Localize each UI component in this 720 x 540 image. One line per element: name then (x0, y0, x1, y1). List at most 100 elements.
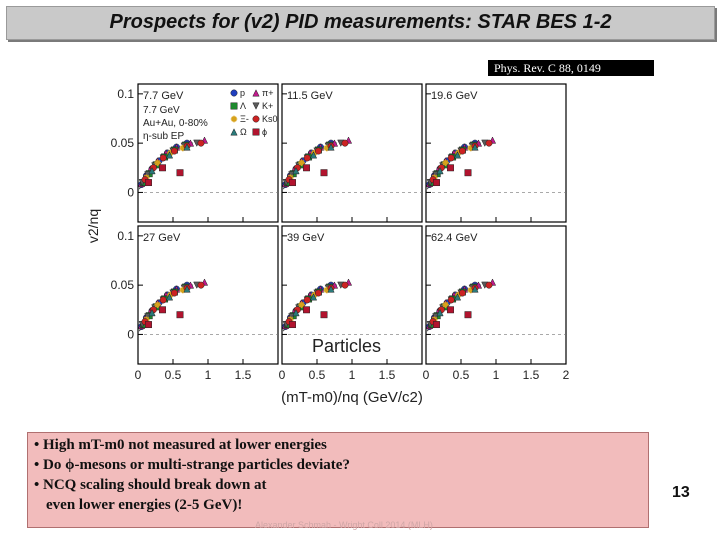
data-point-Ξ- (323, 286, 330, 294)
panel-energy-label: 27 GeV (143, 232, 181, 244)
legend-entry: p (240, 88, 245, 98)
panel-frame (425, 83, 567, 223)
data-point-Ks0 (458, 289, 466, 297)
legend-marker (252, 115, 260, 123)
data-point-Ks0 (458, 147, 466, 155)
slide-title: Prospects for (v2) PID measurements: STA… (109, 11, 612, 33)
data-point-Ω (148, 166, 156, 175)
data-point-ϕ (433, 179, 440, 187)
x-tick-label: 1 (349, 368, 356, 382)
data-point-Ω (165, 293, 174, 301)
data-point-Ω (148, 308, 156, 317)
title-bar: Prospects for (v2) PID measurements: STA… (6, 6, 715, 40)
data-point-Ks0 (314, 147, 322, 155)
legend-marker (230, 102, 238, 110)
data-point-ϕ (464, 169, 472, 177)
data-point-Ω (183, 285, 191, 293)
data-point-ϕ (447, 306, 454, 314)
x-tick-label: 0.5 (165, 368, 182, 382)
legend-marker (252, 128, 260, 136)
bullet-3: • NCQ scaling should break down at (34, 477, 267, 493)
x-tick-label: 0.5 (309, 368, 326, 382)
panel-energy-label: 62.4 GeV (431, 232, 478, 244)
data-point-Ks0 (341, 139, 349, 147)
data-point-Ξ- (467, 286, 474, 294)
data-point-Ξ- (154, 159, 161, 167)
data-point-ϕ (289, 179, 296, 187)
data-point-Ks0 (303, 296, 311, 304)
legend-marker (252, 89, 260, 97)
y-tick-label: 0.1 (117, 229, 134, 243)
x-tick-label: 0 (423, 368, 430, 382)
data-point-Ks0 (303, 154, 311, 162)
data-point-Ξ- (442, 159, 449, 167)
data-point-Ks0 (159, 296, 167, 304)
legend-entry: Λ (240, 101, 246, 111)
data-point-Ω (292, 166, 300, 175)
data-point-ϕ (303, 164, 310, 172)
bullet-1: • High mT-m0 not measured at lower energ… (34, 437, 327, 453)
panel-energy-label: 19.6 GeV (431, 90, 478, 102)
data-point-Ξ- (298, 159, 305, 167)
v2-nq-chart: v2/nq 7.7 GeV 0 0.05 0.1 7.7 GeV Au+Au, 0-80% η… (85, 83, 570, 406)
data-point-Ks0 (447, 296, 455, 304)
panel-6 (425, 225, 567, 365)
data-point-Ξ- (467, 144, 474, 152)
legend-entry: K+ (262, 101, 273, 111)
data-point-Ω (471, 143, 479, 151)
y-tick-label: 0 (127, 327, 134, 341)
data-point-ϕ (176, 169, 184, 177)
data-point-Ω (165, 151, 174, 159)
panel-2 (281, 83, 423, 223)
legend-info: Au+Au, 0-80% (143, 118, 208, 129)
data-point-Ω (309, 151, 318, 159)
data-point-ϕ (320, 311, 328, 319)
data-point-Ks0 (314, 289, 322, 297)
data-point-ϕ (433, 321, 440, 329)
data-point-Ξ- (179, 144, 186, 152)
panel-frame (281, 225, 423, 365)
data-point-Ks0 (447, 154, 455, 162)
data-point-Ω (309, 293, 318, 301)
data-point-Ω (471, 285, 479, 293)
legend-marker (230, 115, 238, 123)
legend-entry: Ξ- (240, 114, 249, 124)
data-point-Ξ- (442, 301, 449, 309)
panel-energy-label: 7.7 GeV (143, 90, 184, 102)
x-tick-label: 0.5 (453, 368, 470, 382)
x-tick-label: 1 (205, 368, 212, 382)
data-point-ϕ (159, 164, 166, 172)
data-point-ϕ (289, 321, 296, 329)
data-point-Ks0 (485, 281, 493, 289)
legend-entry: ϕ (262, 127, 267, 137)
x-tick-label: 1.5 (379, 368, 396, 382)
x-tick-label: 1 (493, 368, 500, 382)
data-point-Ω (436, 308, 444, 317)
panel-energy-label: 11.5 GeV (287, 90, 333, 102)
bullet-4: even lower energies (2-5 GeV)! (46, 497, 243, 513)
data-point-Ξ- (298, 301, 305, 309)
x-tick-label: 1.5 (523, 368, 540, 382)
data-point-Ξ- (179, 286, 186, 294)
data-point-ϕ (464, 311, 472, 319)
bullet-2: • Do ϕ-mesons or multi-strange particles… (34, 457, 350, 473)
panel-energy-label: 39 GeV (287, 232, 325, 244)
data-point-ϕ (145, 321, 152, 329)
data-point-ϕ (176, 311, 184, 319)
data-point-ϕ (159, 306, 166, 314)
panel-frame (137, 225, 279, 365)
data-point-Ξ- (154, 301, 161, 309)
y-tick-label: 0.05 (111, 278, 135, 292)
data-point-Ω (292, 308, 300, 317)
data-point-Ks0 (341, 281, 349, 289)
legend-info: 7.7 GeV (143, 105, 180, 116)
panel-1 (137, 83, 279, 223)
data-point-Ω (327, 285, 335, 293)
y-axis-title: v2/nq (85, 209, 101, 243)
data-point-Ω (436, 166, 444, 175)
data-point-Ks0 (197, 281, 205, 289)
x-tick-label: 1.5 (235, 368, 252, 382)
panel-5 (281, 225, 423, 365)
legend-marker (252, 102, 260, 110)
data-point-ϕ (320, 169, 328, 177)
